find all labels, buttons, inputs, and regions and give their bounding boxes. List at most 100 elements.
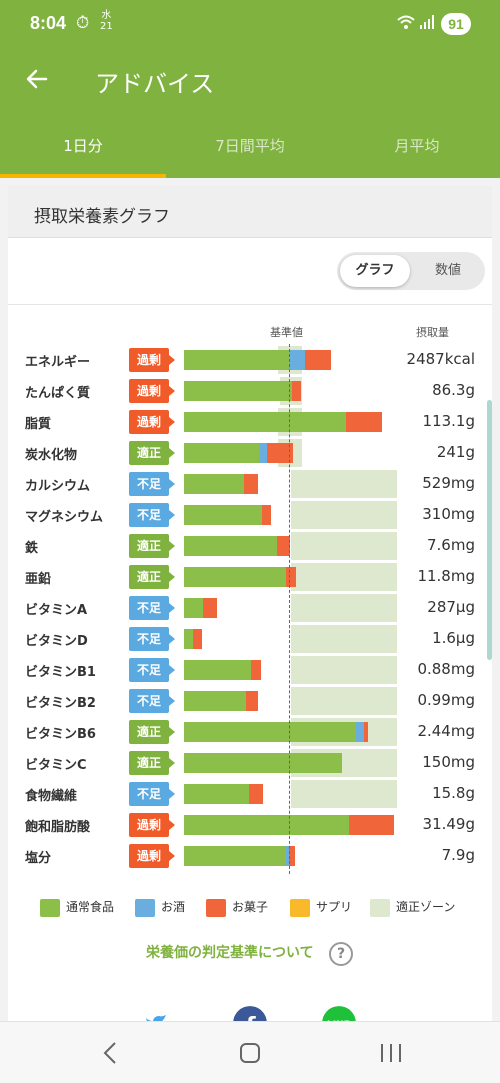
nutrient-label: 亜鉛 <box>25 572 52 587</box>
back-arrow-icon[interactable] <box>22 64 52 94</box>
status-badge: 適正 <box>129 534 175 558</box>
scroll-indicator[interactable] <box>487 400 492 660</box>
legend-swatch <box>290 898 310 917</box>
legend-item: サプリ <box>290 898 352 917</box>
bar-segment <box>345 412 382 432</box>
intake-value: 2.44mg <box>417 722 475 740</box>
bar-segment <box>292 381 301 401</box>
page-title: アドバイス <box>95 70 215 98</box>
nutrient-label: ビタミンC <box>25 758 87 773</box>
bar-segment <box>184 660 252 680</box>
toggle-graph[interactable]: グラフ <box>340 255 410 287</box>
nutrient-label: 炭水化物 <box>25 448 78 463</box>
intake-value: 15.8g <box>432 784 475 802</box>
card-title: 摂取栄養素グラフ <box>34 207 170 227</box>
bar-segment <box>249 784 264 804</box>
legend-swatch <box>206 898 226 917</box>
legend-label: 適正ゾーン <box>396 900 456 914</box>
status-badge: 不足 <box>129 658 175 682</box>
bar-segment <box>251 660 262 680</box>
intake-value: 7.9g <box>441 846 475 864</box>
criteria-link[interactable]: 栄養価の判定基準について <box>146 945 314 961</box>
nutrient-label: ビタミンB2 <box>25 696 96 711</box>
intake-column-label: 摂取量 <box>416 326 449 339</box>
bar-segment <box>184 443 259 463</box>
bar-segment <box>184 722 357 742</box>
legend-swatch <box>135 898 155 917</box>
status-date: 水 21 <box>100 10 113 32</box>
ok-zone <box>291 625 397 653</box>
bar-segment <box>267 443 294 463</box>
status-badge: 適正 <box>129 441 175 465</box>
chart-legend: 通常食品 お酒 お菓子 サプリ 適正ゾーン <box>8 894 492 918</box>
ok-zone <box>291 532 397 560</box>
bar-segment <box>184 474 244 494</box>
bar-segment <box>363 722 369 742</box>
status-badge: 不足 <box>129 596 175 620</box>
legend-item: 通常食品 <box>40 898 114 917</box>
help-icon[interactable]: ? <box>329 942 353 966</box>
status-badge: 過剰 <box>129 410 175 434</box>
status-date-day: 水 <box>101 10 112 21</box>
status-badge: 過剰 <box>129 844 175 868</box>
nutrient-label: 脂質 <box>25 417 52 432</box>
intake-value: 1.6μg <box>432 629 475 647</box>
bar-segment <box>258 443 268 463</box>
bar-segment <box>243 474 258 494</box>
ok-zone <box>291 780 397 808</box>
bar-segment <box>184 846 286 866</box>
status-badge: 過剰 <box>129 813 175 837</box>
nutrient-graph-card: 摂取栄養素グラフ グラフ 数値 基準値 摂取量 エネルギー 過剰 2487kcal た… <box>8 186 492 1046</box>
nutrient-label: エネルギー <box>25 355 91 370</box>
nutrient-label: ビタミンB1 <box>25 665 96 680</box>
bar-segment <box>184 753 343 773</box>
nav-back-icon[interactable] <box>100 1041 120 1065</box>
bar-segment <box>277 536 290 556</box>
bar-segment <box>289 350 305 370</box>
bar-segment <box>285 846 289 866</box>
bar-segment <box>203 598 218 618</box>
intake-value: 7.6mg <box>427 536 475 554</box>
wifi-icon <box>397 15 415 29</box>
status-badge: 過剰 <box>129 348 175 372</box>
legend-label: 通常食品 <box>66 900 115 914</box>
intake-value: 11.8mg <box>417 567 475 585</box>
bar-segment <box>184 629 193 649</box>
status-badge: 適正 <box>129 720 175 744</box>
nutrient-label: 鉄 <box>25 541 39 556</box>
nutrient-label: 飽和脂肪酸 <box>25 820 91 835</box>
nutrient-label: カルシウム <box>25 479 91 494</box>
legend-label: お酒 <box>161 900 186 914</box>
nav-recent-apps-icon[interactable] <box>380 1044 402 1062</box>
bar-segment <box>184 350 290 370</box>
intake-value: 150mg <box>422 753 475 771</box>
baseline-line <box>289 344 290 874</box>
bar-segment <box>262 505 271 525</box>
status-badge: 適正 <box>129 565 175 589</box>
intake-value: 0.99mg <box>417 691 475 709</box>
status-badge: 不足 <box>129 627 175 651</box>
tab-monthly-average[interactable]: 月平均 <box>394 137 440 155</box>
bar-segment <box>184 567 286 587</box>
bar-segment <box>184 381 293 401</box>
nutrient-label: マグネシウム <box>25 510 104 525</box>
card-header: 摂取栄養素グラフ <box>8 186 492 238</box>
nav-home-icon[interactable] <box>240 1043 260 1063</box>
status-badge: 過剰 <box>129 379 175 403</box>
status-badge: 不足 <box>129 689 175 713</box>
ok-zone <box>291 656 397 684</box>
bar-segment <box>348 815 394 835</box>
bar-segment <box>288 846 296 866</box>
tab-7day-average[interactable]: 7日間平均 <box>215 137 285 155</box>
intake-value: 241g <box>436 443 475 461</box>
app-bar: アドバイス <box>0 50 500 110</box>
nutrient-chart: エネルギー 過剰 2487kcal たんぱく質 過剰 86.3g 脂質 過剰 113.1g 炭水化… <box>8 344 492 874</box>
legend-label: サプリ <box>316 900 353 914</box>
bar-segment <box>285 567 297 587</box>
tab-1day[interactable]: 1日分 <box>0 110 166 178</box>
bar-segment <box>304 350 331 370</box>
ok-zone <box>291 501 397 529</box>
intake-value: 31.49g <box>422 815 475 833</box>
toggle-values[interactable]: 数値 <box>434 263 461 278</box>
baseline-column-label: 基準値 <box>270 326 303 339</box>
